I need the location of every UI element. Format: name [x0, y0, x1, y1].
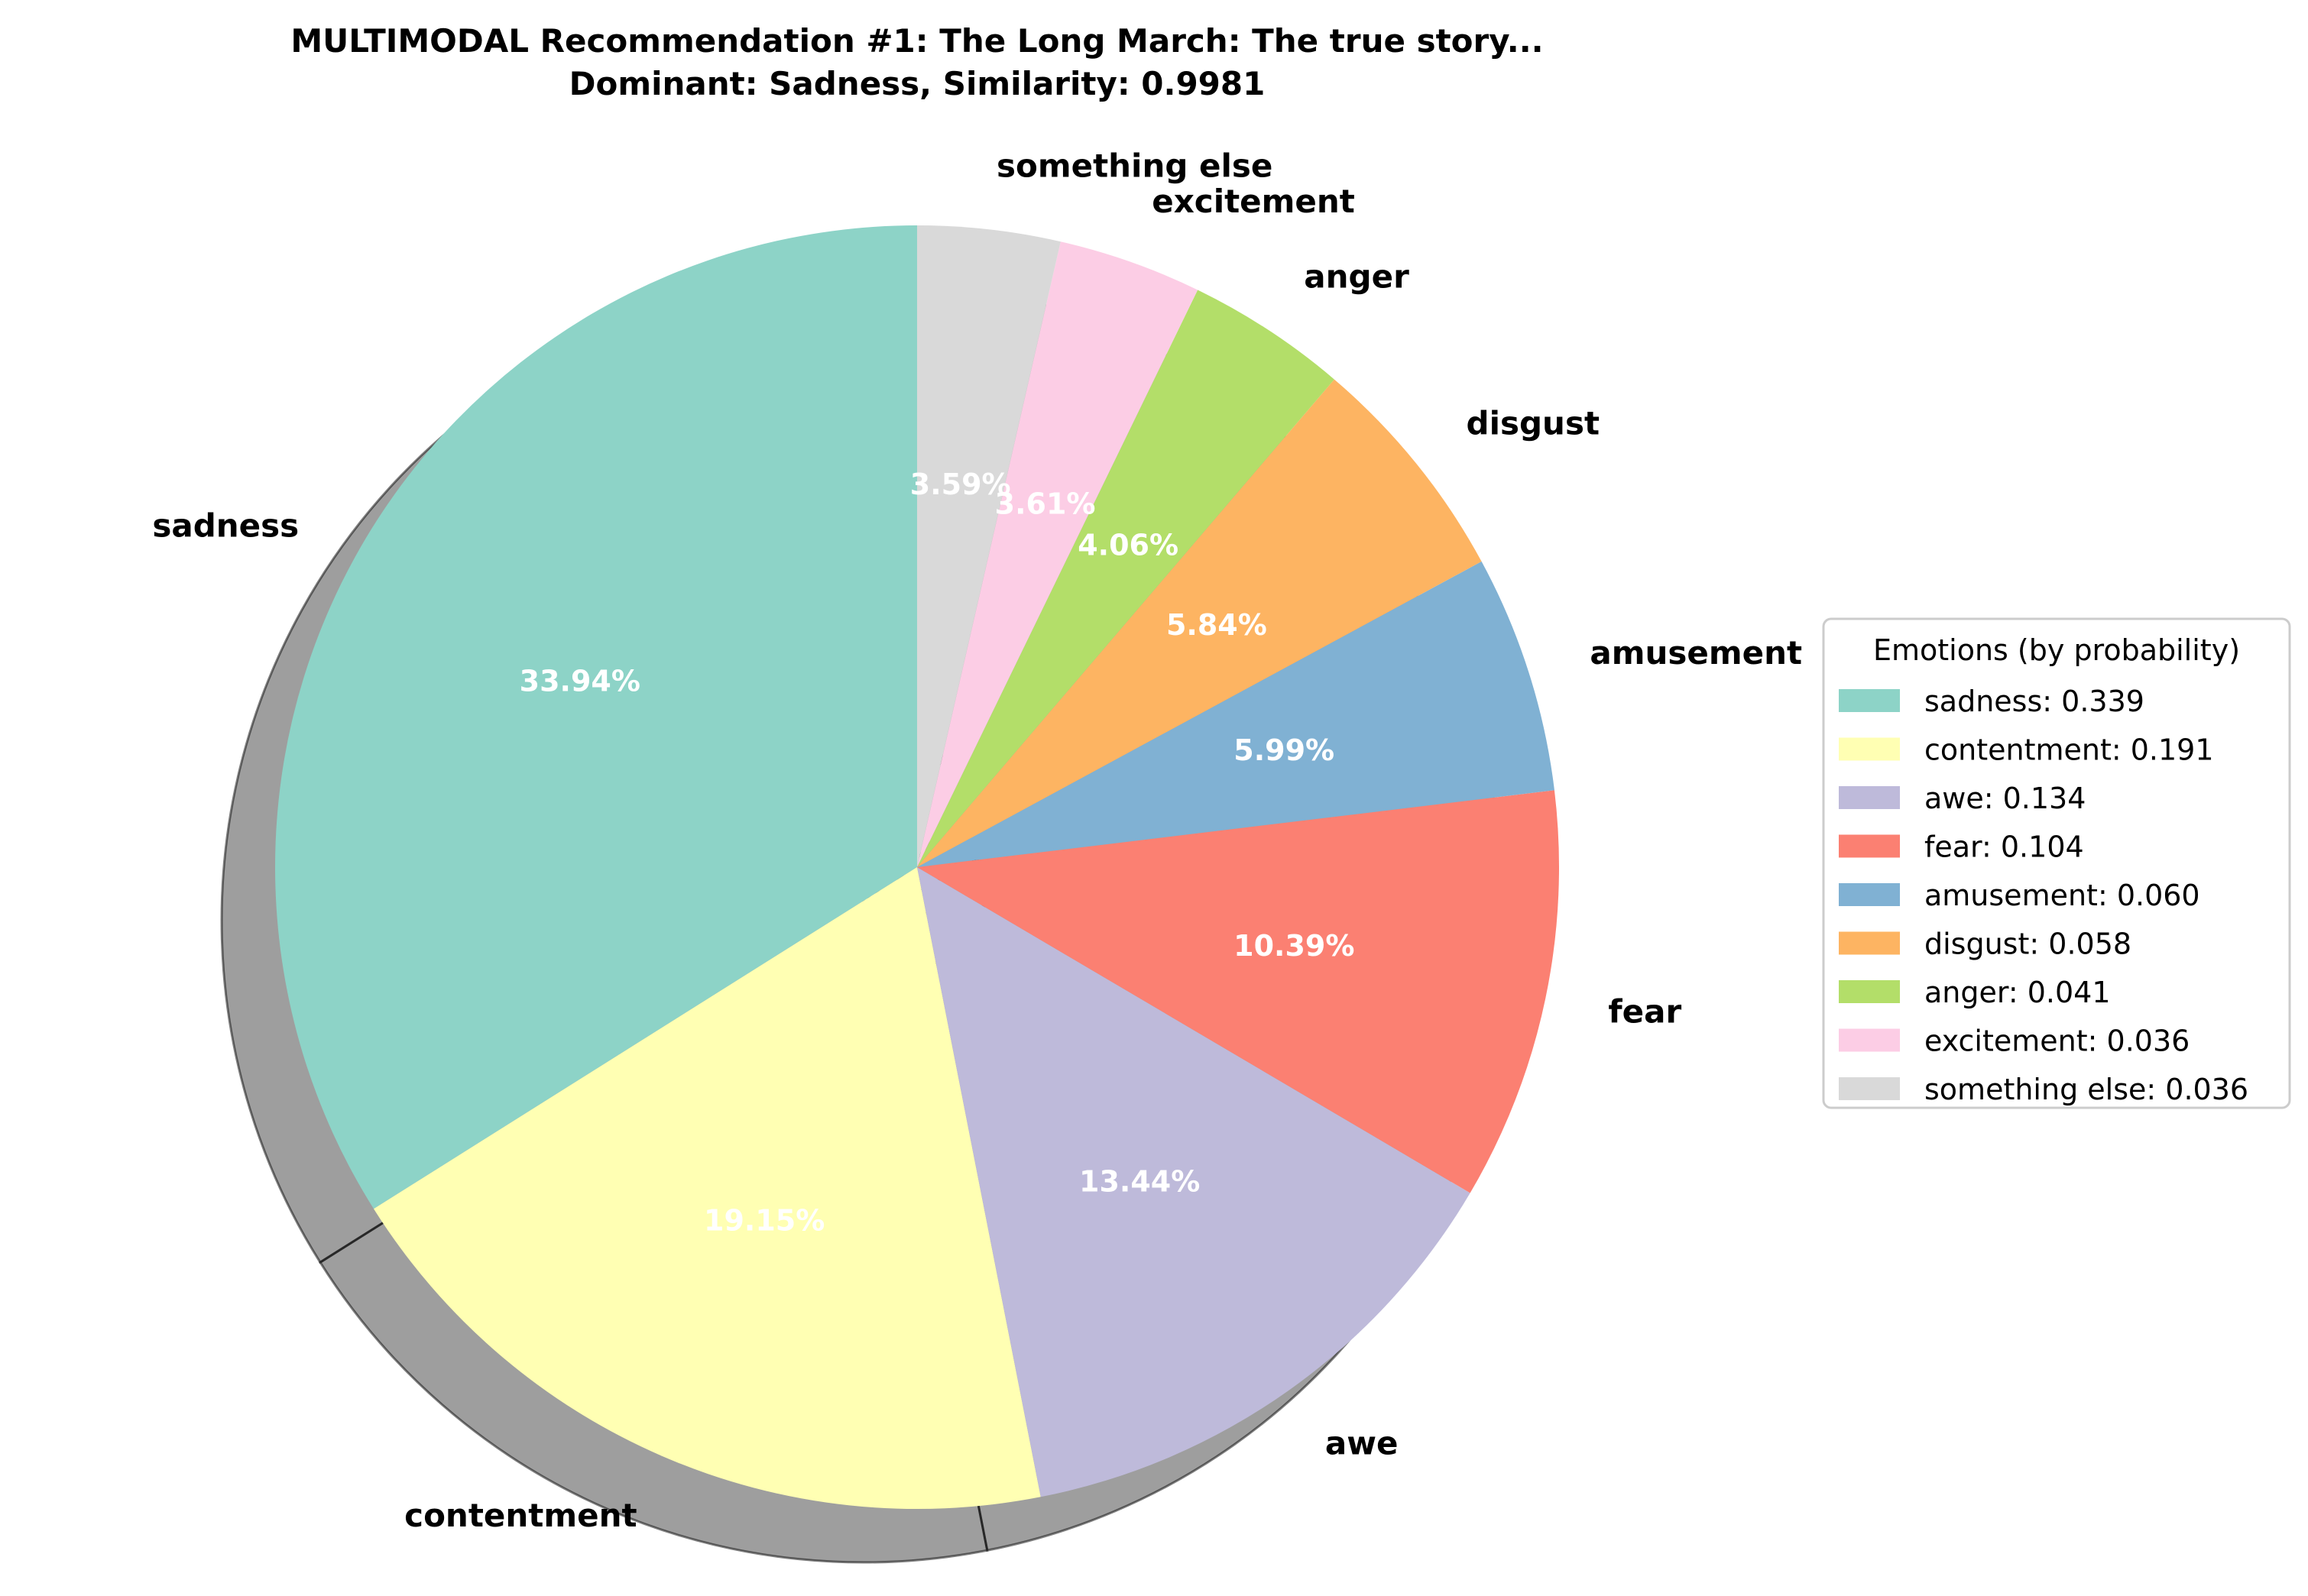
pie-slice-excitement: [917, 241, 1198, 867]
legend-frame: [1822, 617, 2291, 1109]
legend-items: sadness: 0.339 contentment: 0.191 awe: 0.1…: [1839, 685, 2248, 1106]
legend-entry-something-else: something else: 0.036: [1924, 1073, 2248, 1106]
legend: Emotions (by probability) sadness: 0.339…: [1822, 617, 2291, 1109]
pie-slice-something-else: [917, 225, 1061, 867]
legend-swatch-anger: [1839, 980, 1900, 1003]
slice-percent-layer: 33.94% 19.15% 13.44% 10.39% 5.99% 5.84% 4.06% 3…: [520, 468, 1355, 1237]
legend-swatch-fear: [1839, 834, 1900, 858]
pie-slice-contentment: [373, 867, 1041, 1509]
slice-percent-anger: 4.06%: [1078, 528, 1178, 562]
legend-swatch-disgust: [1839, 931, 1900, 955]
slice-percent-sadness: 33.94%: [520, 664, 640, 698]
slice-percent-contentment: 19.15%: [704, 1204, 825, 1238]
slice-label-something-else: something else: [997, 147, 1272, 184]
pie-slice-disgust: [917, 379, 1482, 868]
slice-percent-fear: 10.39%: [1233, 929, 1354, 963]
pie-slice-sadness: [274, 225, 917, 1209]
slice-percent-awe: 13.44%: [1079, 1164, 1200, 1198]
slice-label-anger: anger: [1304, 258, 1409, 296]
slice-label-disgust: disgust: [1467, 405, 1600, 442]
slice-percent-excitement: 3.61%: [995, 487, 1096, 521]
slice-percent-amusement: 5.99%: [1233, 733, 1334, 767]
legend-swatch-excitement: [1839, 1028, 1900, 1052]
slice-label-fear: fear: [1608, 993, 1681, 1031]
chart-title: MULTIMODAL Recommendation #1: The Long M…: [290, 22, 1543, 60]
legend-swatch-awe: [1839, 786, 1900, 809]
legend-swatch-contentment: [1839, 737, 1900, 761]
legend-entry-sadness: sadness: 0.339: [1924, 685, 2144, 718]
pie-slice-layer: [274, 225, 1559, 1509]
pie-slice-awe: [917, 867, 1470, 1497]
slice-label-contentment: contentment: [404, 1497, 637, 1534]
legend-title: Emotions (by probability): [1873, 633, 2240, 667]
slice-label-excitement: excitement: [1152, 183, 1355, 220]
slice-label-sadness: sadness: [152, 507, 299, 545]
legend-entry-fear: fear: 0.104: [1924, 830, 2084, 864]
pie-slice-amusement: [917, 561, 1554, 867]
legend-swatch-amusement: [1839, 883, 1900, 906]
chart-subtitle: Dominant: Sadness, Similarity: 0.9981: [569, 65, 1266, 102]
slice-label-layer: sadness contentment awe fear amusement disgus…: [152, 147, 1802, 1533]
pie-slice-fear: [917, 790, 1559, 1193]
slice-label-awe: awe: [1325, 1425, 1399, 1462]
legend-swatch-sadness: [1839, 689, 1900, 712]
legend-entry-contentment: contentment: 0.191: [1924, 733, 2214, 767]
legend-entry-disgust: disgust: 0.058: [1924, 927, 2131, 961]
pie-slice-anger: [917, 290, 1334, 867]
legend-entry-awe: awe: 0.134: [1924, 782, 2086, 815]
slice-percent-disgust: 5.84%: [1166, 608, 1267, 642]
slice-percent-something-else: 3.59%: [910, 468, 1011, 501]
legend-entry-excitement: excitement: 0.036: [1924, 1025, 2190, 1058]
legend-entry-anger: anger: 0.041: [1924, 976, 2111, 1009]
slice-label-amusement: amusement: [1590, 634, 1802, 672]
legend-swatch-something-else: [1839, 1077, 1900, 1100]
legend-entry-amusement: amusement: 0.060: [1924, 879, 2200, 912]
